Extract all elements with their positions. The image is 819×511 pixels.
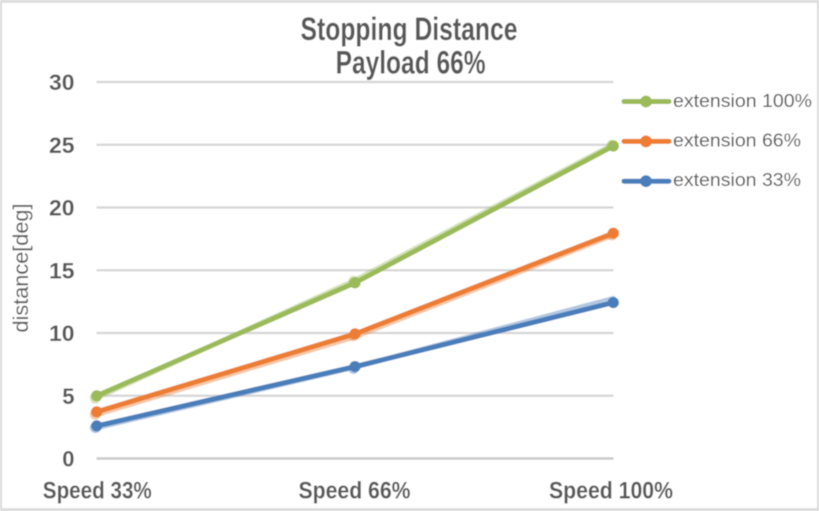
svg-text:Speed 66%: Speed 66% xyxy=(299,478,411,505)
svg-text:30: 30 xyxy=(49,70,75,95)
svg-text:Payload 66%: Payload 66% xyxy=(336,45,486,81)
svg-text:20: 20 xyxy=(49,196,75,221)
svg-text:0: 0 xyxy=(62,447,74,472)
svg-text:Speed 33%: Speed 33% xyxy=(43,478,152,505)
svg-text:10: 10 xyxy=(49,321,75,346)
svg-text:15: 15 xyxy=(49,258,75,283)
svg-text:Stopping Distance: Stopping Distance xyxy=(301,11,518,47)
svg-text:distance[deg]: distance[deg] xyxy=(10,204,33,333)
svg-text:extension 33%: extension 33% xyxy=(673,170,801,190)
svg-text:25: 25 xyxy=(49,133,75,158)
svg-text:extension 100%: extension 100% xyxy=(673,91,812,111)
svg-text:extension 66%: extension 66% xyxy=(673,131,801,151)
svg-text:Speed 100%: Speed 100% xyxy=(549,478,673,505)
svg-text:5: 5 xyxy=(62,384,74,409)
